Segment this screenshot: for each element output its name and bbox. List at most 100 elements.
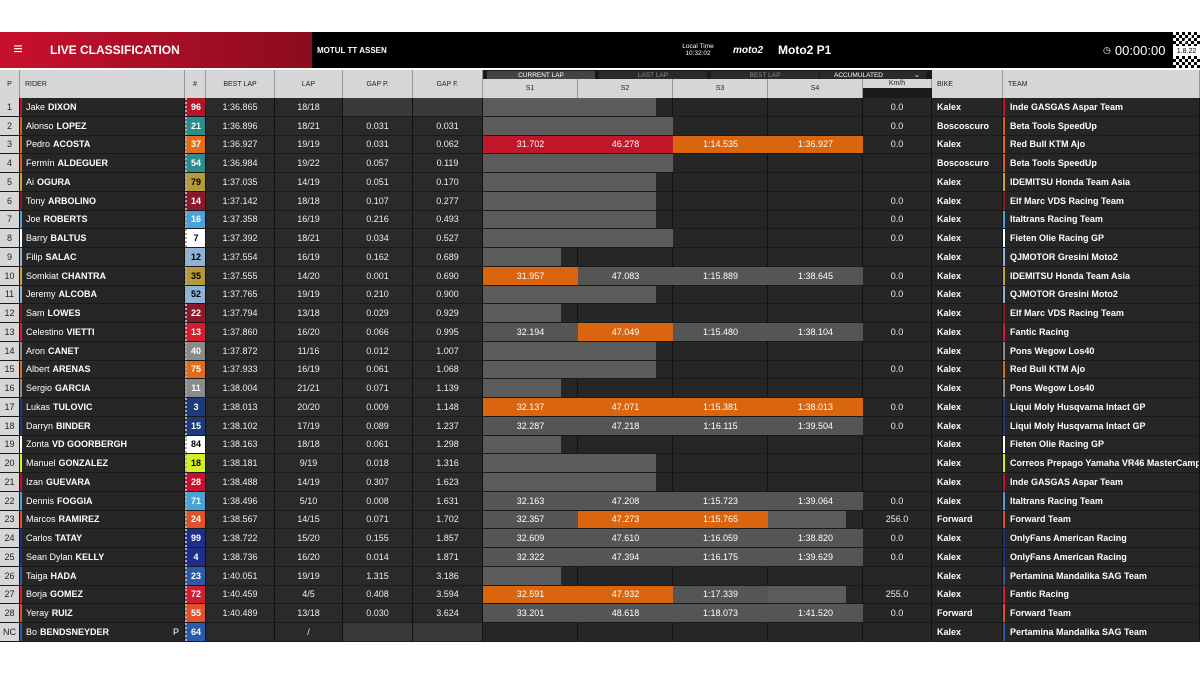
- sector-time: 1:14.535: [673, 135, 768, 154]
- team: Italtrans Racing Team: [1003, 210, 1200, 229]
- lap-tab[interactable]: LAST LAP: [599, 71, 707, 79]
- rider-number: 96: [185, 98, 206, 116]
- sector-cell: [768, 285, 863, 304]
- gap-first: [413, 98, 483, 116]
- gap-first: 1.298: [413, 435, 483, 454]
- lap-tab[interactable]: CURRENT LAP: [487, 71, 595, 79]
- rider-name: Sergio GARCIA: [20, 379, 185, 397]
- rider-number: 64: [185, 623, 206, 641]
- team: OnlyFans American Racing: [1003, 548, 1200, 566]
- sector-cell: [768, 248, 863, 266]
- sector-time: [578, 454, 656, 472]
- best-lap: 1:38.736: [206, 548, 275, 566]
- sector-time: 32.163: [483, 491, 578, 510]
- accumulated-dropdown[interactable]: ACCUMULATED: [820, 71, 926, 79]
- speed: [863, 154, 932, 172]
- rider-team-stripe: [20, 173, 22, 191]
- menu-button[interactable]: ≡: [13, 41, 23, 58]
- position: 1: [0, 98, 20, 116]
- rider-name: Somkiat CHANTRA: [20, 266, 185, 285]
- best-lap: 1:40.489: [206, 604, 275, 622]
- rider-first-name: Zonta: [26, 439, 50, 450]
- gap-first: 3.594: [413, 585, 483, 604]
- sector-time: [483, 435, 561, 454]
- rider-last-name: BALTUS: [50, 233, 87, 244]
- rider-number: 7: [185, 229, 206, 247]
- speed: 256.0: [863, 510, 932, 529]
- lap-tab[interactable]: BEST LAP: [711, 71, 819, 79]
- rider-number: 13: [185, 323, 206, 341]
- gap-first: 1.139: [413, 379, 483, 397]
- bike: Forward: [932, 510, 1003, 529]
- rider-last-name: BENDSNEYDER: [40, 626, 110, 637]
- gap-first: 1.316: [413, 454, 483, 472]
- bike: Kalex: [932, 285, 1003, 304]
- lap-count: 18/18: [275, 98, 343, 116]
- lap-count: 19/19: [275, 135, 343, 154]
- rider-first-name: Celestino: [26, 326, 64, 337]
- rider-name: Darryn BINDER: [20, 416, 185, 435]
- sector-time: [483, 379, 561, 397]
- gap-first: 0.929: [413, 304, 483, 322]
- sector-time: 46.278: [578, 135, 673, 154]
- speed: [863, 304, 932, 322]
- rider-first-name: Joe: [26, 214, 41, 225]
- team: Correos Prepago Yamaha VR46 MasterCamp: [1003, 454, 1200, 472]
- rider-name: Manuel GONZALEZ: [20, 454, 185, 472]
- best-lap: 1:36.927: [206, 135, 275, 154]
- gap-first: 1.068: [413, 360, 483, 379]
- gap-first: 0.031: [413, 116, 483, 135]
- gap-previous: 0.009: [343, 398, 413, 416]
- rider-number: 84: [185, 435, 206, 454]
- best-lap: 1:40.051: [206, 566, 275, 585]
- sector-cell: [673, 341, 768, 360]
- rider-number: 14: [185, 191, 206, 210]
- gap-first: 3.186: [413, 566, 483, 585]
- position: 2: [0, 116, 20, 135]
- rider-number: 23: [185, 566, 206, 585]
- gap-previous: 0.031: [343, 135, 413, 154]
- team: Fieten Olie Racing GP: [1003, 435, 1200, 454]
- sector-time: [483, 229, 578, 247]
- best-lap: 1:38.102: [206, 416, 275, 435]
- best-lap: 1:38.004: [206, 379, 275, 397]
- sector-cell: [768, 154, 863, 172]
- rider-number: 99: [185, 529, 206, 547]
- lap-count: 17/19: [275, 416, 343, 435]
- sector-cell: [768, 473, 863, 491]
- speed: 0.0: [863, 135, 932, 154]
- position: 7: [0, 210, 20, 229]
- best-lap: 1:38.722: [206, 529, 275, 547]
- best-lap: 1:37.142: [206, 191, 275, 210]
- gap-first: 1.631: [413, 491, 483, 510]
- gap-previous: 0.066: [343, 323, 413, 341]
- team: Fantic Racing: [1003, 585, 1200, 604]
- rider-number: 52: [185, 285, 206, 304]
- lap-count: 21/21: [275, 379, 343, 397]
- bike: Kalex: [932, 360, 1003, 379]
- speed: 0.0: [863, 604, 932, 622]
- rider-first-name: Jeremy: [26, 289, 56, 300]
- speed: 0.0: [863, 116, 932, 135]
- timer-value: 00:00:00: [1114, 42, 1166, 58]
- rider-name: Bo BENDSNEYDER: [20, 623, 185, 641]
- rider-last-name: TULOVIC: [53, 401, 93, 412]
- sector-cell: [578, 623, 673, 641]
- gap-first: 1.871: [413, 548, 483, 566]
- column-header: P: [0, 70, 20, 98]
- speed: 0.0: [863, 229, 932, 247]
- sector-cell: [578, 248, 673, 266]
- sector-time: [483, 154, 578, 172]
- rider-number: 4: [185, 548, 206, 566]
- rider-first-name: Tony: [26, 195, 46, 206]
- team: Forward Team: [1003, 510, 1200, 529]
- sector-time: 1:15.480: [673, 323, 768, 341]
- fullscreen-button[interactable]: ⤢: [1184, 33, 1192, 45]
- rider-first-name: Sergio: [26, 383, 53, 394]
- sector-cell: [673, 98, 768, 116]
- sector-time: [578, 210, 656, 229]
- team: IDEMITSU Honda Team Asia: [1003, 173, 1200, 191]
- rider-team-stripe: [20, 566, 22, 585]
- gap-first: 1.007: [413, 341, 483, 360]
- sector-time: [578, 229, 673, 247]
